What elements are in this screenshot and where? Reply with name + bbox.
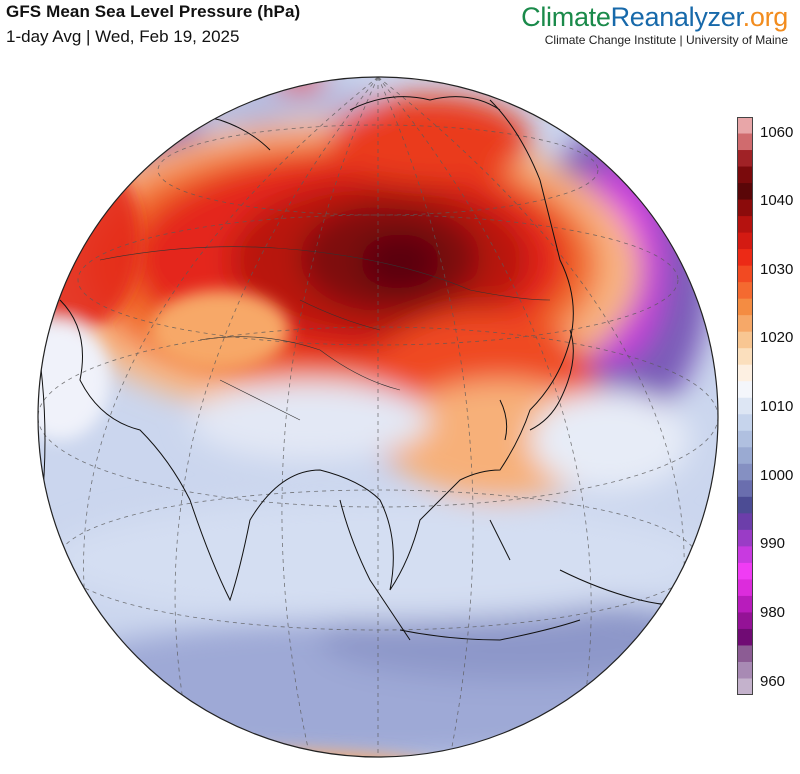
colorbar-swatch <box>737 579 753 597</box>
globe-outline <box>37 76 719 758</box>
colorbar-label-1020: 1020 <box>760 329 794 346</box>
colorbar-swatch <box>737 216 753 234</box>
colorbar-swatch <box>737 348 753 366</box>
colorbar-swatch <box>737 133 753 151</box>
colorbar-swatch <box>737 381 753 399</box>
colorbar-swatch <box>737 562 753 580</box>
map-title: GFS Mean Sea Level Pressure (hPa) <box>6 2 301 21</box>
colorbar-swatch <box>737 298 753 316</box>
colorbar-swatch <box>737 430 753 448</box>
country-borders <box>99 246 551 421</box>
colorbar-label-980: 980 <box>760 604 786 621</box>
brand-tagline: Climate Change Institute | University of… <box>544 33 788 47</box>
colorbar-swatch <box>737 463 753 481</box>
brand-name-climate: Climate <box>521 2 611 32</box>
colorbar-label-1030: 1030 <box>760 261 794 278</box>
colorbar-frame <box>737 117 753 695</box>
brand-logo[interactable]: ClimateReanalyzer.org Climate Change Ins… <box>521 0 788 47</box>
colorbar-swatch <box>737 529 753 547</box>
colorbar-swatch <box>737 397 753 415</box>
colorbar-swatch <box>737 282 753 300</box>
pressure-colorbar <box>737 117 753 695</box>
colorbar-swatch <box>737 678 753 695</box>
colorbar-label-960: 960 <box>760 673 786 690</box>
colorbar-swatch <box>737 166 753 184</box>
colorbar-swatch <box>737 595 753 614</box>
brand-name-reanalyzer: Reanalyzer <box>610 2 743 32</box>
colorbar-swatch <box>737 414 753 432</box>
colorbar-swatch <box>737 331 753 349</box>
colorbar-swatch <box>737 183 753 201</box>
brand-name-org: .org <box>742 2 789 32</box>
colorbar-label-990: 990 <box>760 535 786 552</box>
colorbar-swatch <box>737 612 753 630</box>
colorbar-swatch <box>737 480 753 498</box>
colorbar-swatch <box>737 199 753 217</box>
colorbar-swatch <box>737 628 753 647</box>
brand-wordmark: ClimateReanalyzer.org <box>521 0 788 34</box>
colorbar-label-1040: 1040 <box>760 192 794 209</box>
colorbar-swatch <box>737 265 753 283</box>
colorbar-swatch <box>737 232 753 250</box>
map-subtitle: 1-day Avg | Wed, Feb 19, 2025 <box>6 27 240 46</box>
colorbar-swatch <box>737 447 753 465</box>
colorbar-swatch <box>737 661 753 680</box>
colorbar-swatch <box>737 249 753 267</box>
colorbar-swatch <box>737 150 753 168</box>
colorbar-swatch <box>737 315 753 333</box>
graticule <box>38 77 718 757</box>
colorbar-label-1000: 1000 <box>760 467 794 484</box>
colorbar-label-1010: 1010 <box>760 398 794 415</box>
colorbar-labels: 1060 1040 1030 1020 1010 1000 990 980 96… <box>760 0 800 774</box>
colorbar-swatch <box>737 496 753 514</box>
colorbar-swatch <box>737 645 753 663</box>
colorbar-swatch <box>737 546 753 564</box>
pressure-field <box>38 77 718 757</box>
colorbar-label-1060: 1060 <box>760 124 794 141</box>
colorbar-swatch <box>737 117 753 135</box>
colorbar-swatch <box>737 513 753 531</box>
colorbar-swatch <box>737 364 753 382</box>
